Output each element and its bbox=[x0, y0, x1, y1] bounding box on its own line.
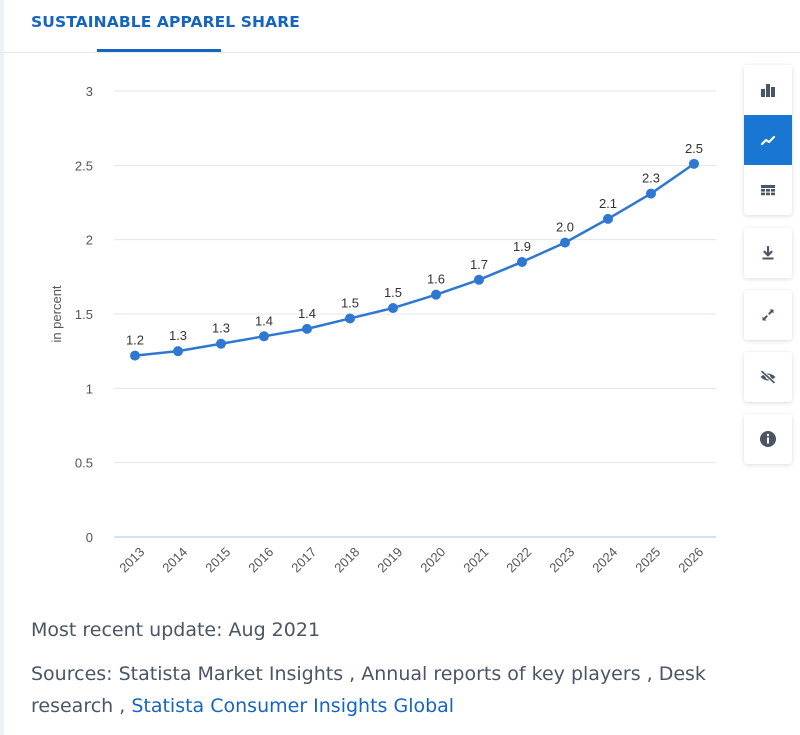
x-tick-label: 2014 bbox=[159, 544, 190, 575]
x-tick-label: 2026 bbox=[675, 544, 706, 575]
table-icon bbox=[761, 185, 775, 196]
y-tick-label: 2 bbox=[86, 233, 93, 248]
data-label: 1.3 bbox=[169, 328, 187, 343]
data-label: 1.4 bbox=[298, 306, 316, 321]
chart-header: SUSTAINABLE APPAREL SHARE bbox=[0, 0, 800, 53]
line-chart-button[interactable] bbox=[744, 115, 792, 165]
x-tick-label: 2018 bbox=[331, 544, 362, 575]
hide-icon bbox=[760, 370, 776, 384]
data-label: 1.5 bbox=[341, 295, 359, 310]
x-tick-label: 2019 bbox=[374, 544, 405, 575]
info-toolbar bbox=[744, 414, 792, 464]
data-label: 1.2 bbox=[126, 333, 144, 348]
data-point bbox=[474, 274, 484, 285]
download-button[interactable] bbox=[744, 228, 792, 278]
table-button[interactable] bbox=[744, 165, 792, 215]
info-icon bbox=[760, 431, 776, 447]
series-line bbox=[133, 162, 696, 357]
x-tick-label: 2023 bbox=[546, 544, 577, 575]
x-tick-label: 2022 bbox=[503, 544, 534, 575]
data-label: 2.3 bbox=[642, 171, 660, 186]
x-tick-label: 2024 bbox=[589, 544, 620, 575]
title-underline bbox=[97, 49, 221, 52]
data-point bbox=[517, 256, 527, 267]
y-tick-label: 0 bbox=[86, 530, 93, 545]
data-point bbox=[130, 350, 140, 361]
data-point bbox=[689, 158, 699, 169]
data-point bbox=[345, 313, 355, 324]
data-label: 2.5 bbox=[685, 141, 703, 156]
x-tick-label: 2015 bbox=[202, 544, 233, 575]
data-point bbox=[216, 338, 226, 349]
x-tick-label: 2013 bbox=[116, 544, 147, 575]
y-tick-label: 1 bbox=[86, 381, 93, 396]
data-label: 1.6 bbox=[427, 272, 445, 287]
data-point bbox=[560, 237, 570, 248]
bar-chart-icon bbox=[761, 84, 775, 97]
y-tick-label: 1.5 bbox=[75, 307, 93, 322]
data-label: 1.9 bbox=[513, 239, 531, 254]
chart-type-toolbar bbox=[744, 65, 792, 215]
data-point bbox=[173, 346, 183, 357]
download-icon bbox=[762, 245, 774, 260]
y-tick-label: 0.5 bbox=[75, 456, 93, 471]
expand-icon bbox=[762, 309, 774, 321]
data-point bbox=[388, 303, 398, 314]
y-tick-label: 3 bbox=[86, 84, 93, 99]
data-point bbox=[259, 331, 269, 342]
update-note: Most recent update: Aug 2021 bbox=[31, 619, 321, 641]
x-tick-label: 2025 bbox=[632, 544, 663, 575]
info-button[interactable] bbox=[744, 414, 792, 464]
data-label: 1.3 bbox=[212, 321, 230, 336]
bar-chart-button[interactable] bbox=[744, 65, 792, 115]
chart-title: SUSTAINABLE APPAREL SHARE bbox=[31, 13, 300, 31]
hide-button[interactable] bbox=[744, 352, 792, 402]
line-chart-icon bbox=[760, 135, 776, 146]
data-point bbox=[646, 188, 656, 199]
y-tick-label: 2.5 bbox=[75, 158, 93, 173]
data-label: 2.0 bbox=[556, 220, 574, 235]
line-chart: 0 0.5 1 1.5 2 2.5 3 in percent 2013 2014 2015 2016 2… bbox=[49, 84, 716, 575]
data-point bbox=[603, 213, 613, 224]
data-label: 1.7 bbox=[470, 257, 488, 272]
data-label: 1.4 bbox=[255, 313, 273, 328]
sources-note: Sources: Statista Market Insights , Annu… bbox=[31, 658, 731, 722]
data-point bbox=[431, 289, 441, 300]
download-toolbar bbox=[744, 228, 792, 278]
data-label: 1.5 bbox=[384, 285, 402, 300]
fullscreen-toolbar bbox=[744, 290, 792, 340]
data-point bbox=[302, 323, 312, 334]
x-tick-label: 2016 bbox=[245, 544, 276, 575]
sources-text: Sources: Statista Market Insights , Annu… bbox=[31, 663, 706, 717]
x-tick-label: 2021 bbox=[460, 544, 491, 575]
hide-toolbar bbox=[744, 352, 792, 402]
x-tick-label: 2017 bbox=[288, 544, 319, 575]
y-axis-title: in percent bbox=[49, 285, 64, 342]
fullscreen-button[interactable] bbox=[744, 290, 792, 340]
data-label: 2.1 bbox=[599, 196, 617, 211]
x-tick-label: 2020 bbox=[417, 544, 448, 575]
left-rule bbox=[0, 0, 4, 735]
sources-link[interactable]: Statista Consumer Insights Global bbox=[131, 695, 455, 717]
